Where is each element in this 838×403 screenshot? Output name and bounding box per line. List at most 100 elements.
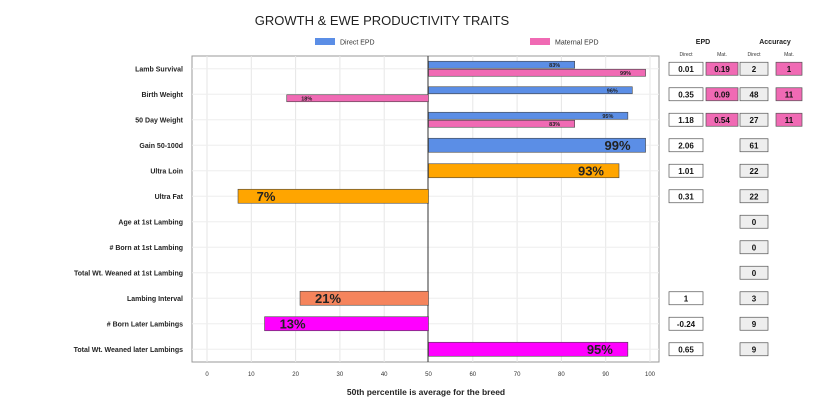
trait-label: Age at 1st Lambing <box>118 219 183 226</box>
trait-label: # Born Later Lambings <box>107 321 183 328</box>
bar-label: 99% <box>605 138 631 153</box>
bar-label: 83% <box>549 122 560 128</box>
bar-label: 18% <box>301 96 312 102</box>
bar-label: 95% <box>587 342 613 357</box>
table-cell-epd-direct <box>668 61 704 76</box>
table-value: 1.18 <box>678 116 694 125</box>
epd-mat-subheader: Mat. <box>717 52 727 58</box>
table-value: 1.01 <box>678 167 694 176</box>
table-value: 61 <box>750 141 759 150</box>
epd-header: EPD <box>696 39 710 46</box>
x-tick-label: 100 <box>645 372 656 378</box>
bar-label: 99% <box>620 71 631 77</box>
table-value: 2 <box>752 65 757 74</box>
bar-label: 13% <box>280 316 306 331</box>
table-value: 9 <box>752 345 757 354</box>
x-tick-label: 10 <box>248 372 255 378</box>
table-cell-acc-direct <box>739 61 769 76</box>
trait-label: Ultra Fat <box>155 194 184 201</box>
trait-label: 50 Day Weight <box>135 117 183 124</box>
table-cell-acc-direct <box>739 112 769 127</box>
table-value: 0 <box>752 243 757 252</box>
x-tick-label: 90 <box>602 372 609 378</box>
table-cell-acc-direct <box>739 138 769 153</box>
accuracy-header: Accuracy <box>759 39 791 46</box>
acc-mat-subheader: Mat. <box>784 52 794 58</box>
table-cell-epd-direct <box>668 342 704 357</box>
table-cell-acc-direct <box>739 265 769 280</box>
bar-label: 95% <box>602 114 613 120</box>
table-value: 0.31 <box>678 192 694 201</box>
table-value: 0.01 <box>678 65 694 74</box>
bar-label: 21% <box>315 291 341 306</box>
table-cell-acc-direct <box>739 189 769 204</box>
bar-label: 93% <box>578 163 604 178</box>
bar-maternal <box>428 119 575 128</box>
table-value: -0.24 <box>677 320 696 329</box>
epd-direct-subheader: Direct <box>679 52 693 58</box>
bar-single <box>428 341 629 357</box>
legend-maternal-swatch <box>530 38 550 45</box>
table-value: 0.35 <box>678 90 694 99</box>
trait-label: Ultra Loin <box>150 168 183 175</box>
table-value: 48 <box>750 90 759 99</box>
table-cell-epd-mat <box>705 61 739 76</box>
table-cell-epd-direct <box>668 138 704 153</box>
table-value: 0.54 <box>714 116 730 125</box>
table-value: 0 <box>752 218 757 227</box>
bar-label: 83% <box>549 63 560 69</box>
bar-direct <box>428 60 575 69</box>
table-value: 27 <box>750 116 759 125</box>
table-cell-acc-direct <box>739 87 769 102</box>
trait-label: Lamb Survival <box>135 66 183 73</box>
x-tick-label: 50 <box>425 372 432 378</box>
table-value: 22 <box>750 192 759 201</box>
x-tick-label: 20 <box>292 372 299 378</box>
x-tick-labels: 0 10 20 30 40 50 60 70 80 90 100 <box>205 372 655 378</box>
table-value: 2.06 <box>678 141 694 150</box>
table-cell-acc-direct <box>739 163 769 178</box>
x-tick-label: 60 <box>469 372 476 378</box>
legend-direct-label: Direct EPD <box>340 40 375 47</box>
trait-label: Lambing Interval <box>127 296 183 303</box>
table-cell-acc-direct <box>739 342 769 357</box>
trait-label: Total Wt. Weaned later Lambings <box>74 347 184 354</box>
table-cell-epd-direct <box>668 112 704 127</box>
table-value: 0.19 <box>714 65 730 74</box>
table-cell-epd-direct <box>668 291 704 306</box>
table-cell-acc-direct <box>739 214 769 229</box>
bar-single <box>299 290 429 306</box>
table-value: 11 <box>785 90 794 99</box>
acc-direct-subheader: Direct <box>747 52 761 58</box>
table-value: 1 <box>684 294 689 303</box>
trait-labels: Lamb Survival Birth Weight 50 Day Weight Ga… <box>74 66 184 354</box>
bar-single <box>264 316 429 332</box>
x-tick-label: 80 <box>558 372 565 378</box>
table-value: 3 <box>752 294 757 303</box>
bar-single <box>428 163 620 179</box>
epd-accuracy-table: 0.01 0.19 2 1 0.35 0.09 48 11 1.18 0.54 27 11 2.06 61… <box>668 61 803 357</box>
table-cell-acc-direct <box>739 291 769 306</box>
chart-title: GROWTH & EWE PRODUCTIVITY TRAITS <box>255 13 510 28</box>
bar-label: 7% <box>257 189 276 204</box>
table-value: 22 <box>750 167 759 176</box>
bar-maternal <box>428 68 646 77</box>
x-axis-label: 50th percentile is average for the breed <box>347 387 505 397</box>
trait-label: Gain 50-100d <box>139 143 183 150</box>
plot-area <box>191 55 660 363</box>
table-value: 11 <box>785 116 794 125</box>
bar-single <box>428 137 646 153</box>
bar-maternal <box>286 94 429 103</box>
table-value: 0 <box>752 269 757 278</box>
table-cell-epd-direct <box>668 316 704 331</box>
table-cell-epd-mat <box>705 87 739 102</box>
x-tick-label: 0 <box>205 372 209 378</box>
table-cell-epd-direct <box>668 163 704 178</box>
table-cell-acc-direct <box>739 240 769 255</box>
trait-label: Birth Weight <box>142 92 184 99</box>
trait-label: Total Wt. Weaned at 1st Lambing <box>74 270 183 277</box>
table-cell-acc-mat <box>775 61 803 76</box>
trait-label: # Born at 1st Lambing <box>109 245 183 252</box>
table-cell-epd-direct <box>668 87 704 102</box>
bar-single <box>237 188 429 204</box>
